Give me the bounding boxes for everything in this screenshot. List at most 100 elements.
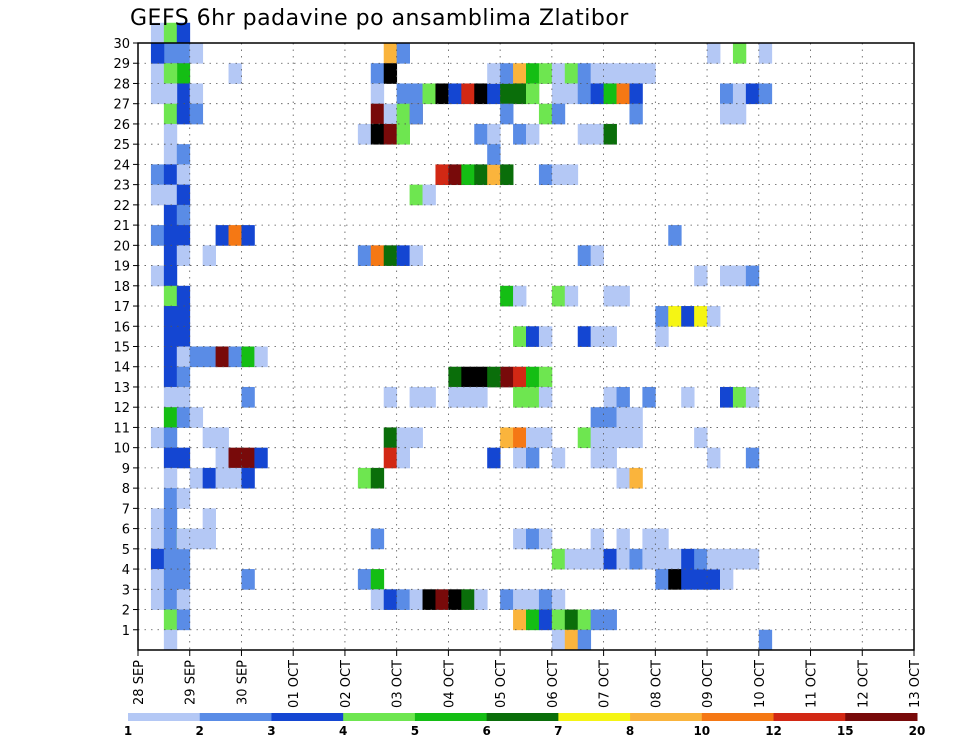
heat-cell [603, 386, 617, 408]
heat-cell [176, 488, 191, 509]
heat-cell [396, 245, 410, 266]
heat-cell [241, 346, 255, 368]
heat-cell [732, 265, 747, 287]
heat-cell [590, 609, 604, 631]
heat-cell [655, 326, 669, 347]
heat-cell [590, 123, 604, 145]
heat-cell [163, 488, 178, 509]
heat-cell [176, 184, 191, 206]
heat-cell [720, 548, 734, 570]
heat-cell [163, 144, 178, 165]
heat-cell [551, 447, 566, 469]
heat-cell [538, 103, 553, 125]
heat-cell [655, 569, 669, 590]
heat-cell [176, 164, 191, 186]
heat-cell [526, 386, 540, 408]
heat-cell [668, 306, 682, 327]
colorbar-segment [558, 713, 631, 721]
heat-cell [526, 83, 540, 105]
heat-cell [564, 83, 579, 105]
heat-cell [228, 63, 242, 84]
heat-cell [603, 407, 617, 428]
heat-cell [163, 245, 178, 266]
heat-cell [513, 589, 527, 610]
y-tick-label: 16 [113, 320, 130, 335]
heat-cell [176, 569, 191, 590]
heat-cell [590, 407, 604, 428]
heat-cell [577, 83, 592, 105]
heat-cell [474, 589, 488, 610]
heat-cell [564, 548, 579, 570]
heat-cell [577, 548, 592, 570]
heat-cell [189, 407, 204, 428]
heat-cell [254, 346, 268, 368]
heat-cell [500, 164, 514, 186]
colorbar-segment [486, 713, 559, 721]
y-tick-label: 8 [122, 482, 130, 497]
heat-cell [694, 265, 708, 287]
heat-cell [409, 589, 423, 610]
heat-cell [707, 306, 721, 327]
heat-cell [241, 447, 255, 469]
heat-cell [163, 164, 178, 186]
heat-cell [681, 569, 695, 590]
heat-cell [694, 569, 708, 590]
heat-cell [228, 346, 242, 368]
heat-cell [422, 386, 436, 408]
heat-cell [500, 589, 514, 610]
x-tick-label: 11 OCT [805, 660, 820, 708]
heat-cell [564, 629, 579, 651]
heat-cell [150, 43, 165, 64]
colorbar-segment [271, 713, 344, 721]
y-tick-label: 28 [113, 77, 130, 92]
colorbar-segment [845, 713, 918, 721]
heat-cell [435, 164, 449, 186]
heat-cell [745, 447, 760, 469]
heat-cell [668, 548, 682, 570]
colorbar-segment [773, 713, 846, 721]
heat-cell [551, 103, 566, 125]
heat-cell [202, 467, 216, 489]
heat-cell [603, 609, 617, 631]
colorbar-label: 6 [482, 724, 490, 738]
heat-cell [461, 366, 475, 388]
heat-cell [642, 528, 656, 550]
y-tick-label: 26 [113, 118, 130, 133]
heat-cell [189, 83, 204, 105]
x-tick-label: 02 OCT [339, 660, 354, 708]
heat-cell [163, 265, 178, 287]
heat-cell [681, 306, 695, 327]
heat-cell [448, 366, 462, 388]
heat-cell [487, 164, 501, 186]
heat-cell [474, 83, 488, 105]
y-tick-label: 14 [113, 361, 130, 376]
heat-cell [474, 386, 488, 408]
heat-cell [487, 123, 501, 145]
heat-cell [409, 427, 423, 449]
heat-cell [150, 528, 165, 550]
x-axis: 28 SEP 29 SEP 30 SEP 01 OCT 02 OCT 03 OCT 04 O… [132, 650, 923, 708]
heat-cell [603, 447, 617, 469]
heat-cell [564, 285, 579, 307]
heat-cell [500, 103, 514, 125]
heat-cell [603, 83, 617, 105]
heat-cell [176, 204, 191, 226]
heat-cell [241, 467, 255, 489]
heat-cell [513, 447, 527, 469]
heat-cell [707, 447, 721, 469]
heat-cell [707, 569, 721, 590]
heat-cell [228, 467, 242, 489]
colorbar-label: 5 [411, 724, 419, 738]
y-tick-label: 25 [113, 138, 130, 153]
heat-cell [176, 144, 191, 165]
heat-cell [370, 245, 385, 266]
heat-cell [202, 528, 216, 550]
x-tick-label: 10 OCT [753, 660, 768, 708]
heat-cell [383, 103, 398, 125]
heat-cell [551, 285, 566, 307]
heat-cell [435, 83, 449, 105]
heat-cell [409, 245, 423, 266]
heat-cell [474, 164, 488, 186]
heat-cell [513, 123, 527, 145]
